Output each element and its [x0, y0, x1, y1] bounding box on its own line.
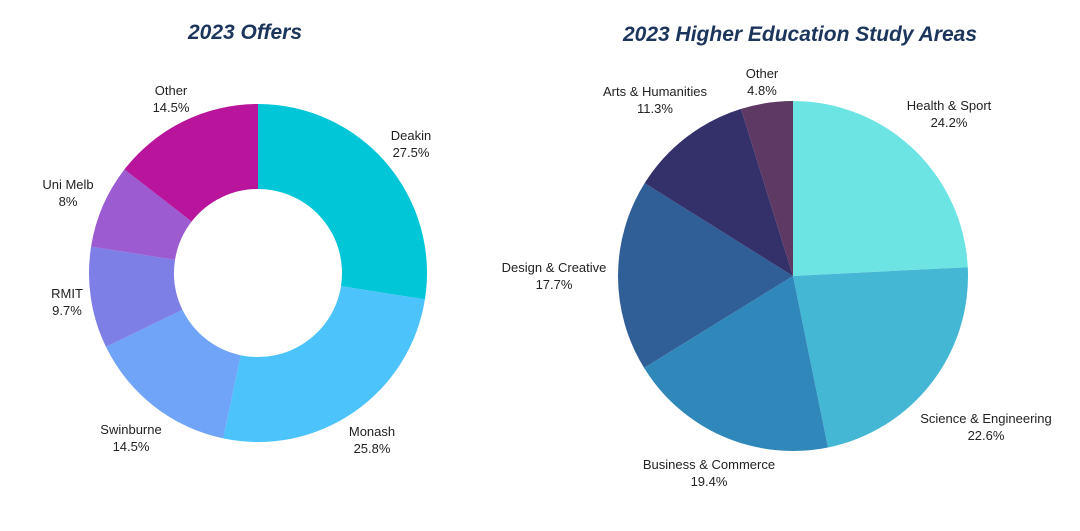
study-areas-slice-science-and-engineering	[793, 267, 968, 448]
offers-label-uni-melb: Uni Melb 8%	[42, 177, 93, 209]
study-areas-slice-health-and-sport	[793, 101, 968, 276]
study-areas-label-other: Other 4.8%	[746, 66, 779, 98]
offers-slice-rmit	[88, 246, 183, 347]
offers-slice-swinburne	[106, 309, 241, 439]
study-areas-label-science-and-engineering: Science & Engineering 22.6%	[920, 411, 1052, 443]
offers-label-monash: Monash 25.8%	[349, 424, 395, 456]
offers-label-swinburne: Swinburne 14.5%	[100, 422, 161, 454]
offers-slice-deakin	[258, 104, 428, 300]
offers-slice-monash	[223, 286, 425, 442]
study-areas-slice-design-and-creative	[618, 183, 793, 368]
offers-label-rmit: RMIT 9.7%	[51, 286, 83, 318]
study-areas-pie-chart: Health & Sport 24.2% Science & Engineering…	[502, 66, 1052, 489]
study-areas-label-business-and-commerce: Business & Commerce 19.4%	[643, 457, 775, 489]
offers-label-other: Other 14.5%	[153, 83, 190, 115]
study-areas-chart-title: 2023 Higher Education Study Areas	[623, 23, 977, 46]
study-areas-slice-other	[741, 101, 793, 276]
study-areas-label-arts-and-humanities: Arts & Humanities 11.3%	[603, 84, 708, 116]
offers-chart-title: 2023 Offers	[187, 21, 303, 44]
study-areas-label-design-and-creative: Design & Creative 17.7%	[502, 260, 607, 292]
offers-label-deakin: Deakin 27.5%	[391, 128, 431, 160]
study-areas-slice-business-and-commerce	[644, 276, 828, 451]
offers-donut-chart: Deakin 27.5% Monash 25.8% Swinburne 14.5% RMIT…	[42, 83, 431, 456]
study-areas-label-health-and-sport: Health & Sport 24.2%	[907, 98, 992, 130]
offers-slice-uni-melb	[91, 169, 192, 260]
offers-slice-other	[124, 104, 258, 222]
study-areas-slice-arts-and-humanities	[644, 108, 793, 276]
